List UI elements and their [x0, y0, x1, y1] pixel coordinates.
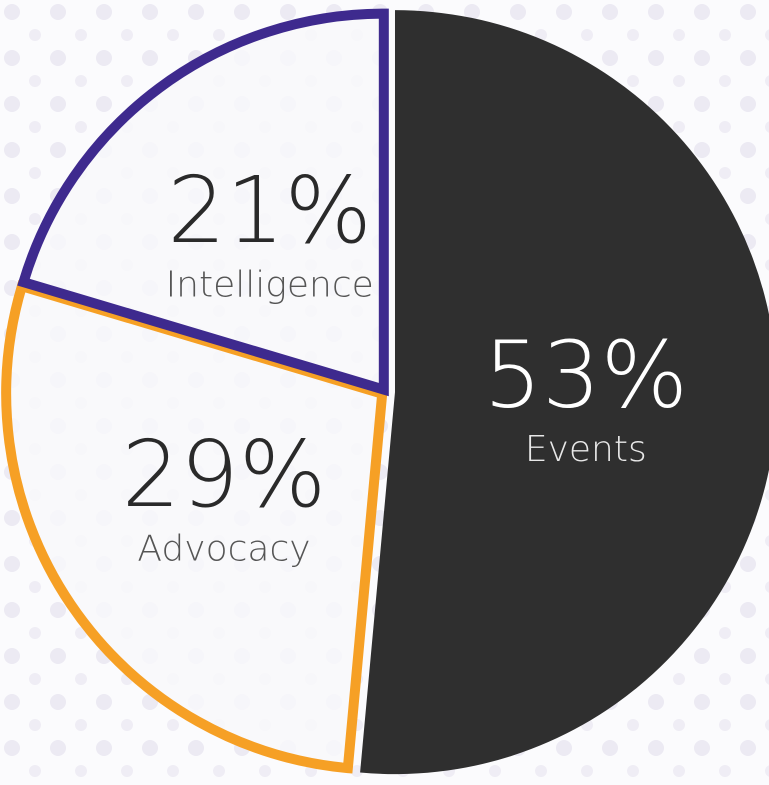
category-label: Advocacy	[137, 529, 310, 570]
pie-slice	[1, 280, 388, 774]
value-label: 53%	[484, 321, 688, 428]
value-label: 21%	[167, 157, 371, 264]
pie-slice	[360, 10, 769, 775]
category-label: Events	[525, 429, 647, 470]
category-label: Intelligence	[166, 264, 374, 305]
value-label: 29%	[122, 421, 326, 528]
pie-slice	[17, 8, 389, 397]
